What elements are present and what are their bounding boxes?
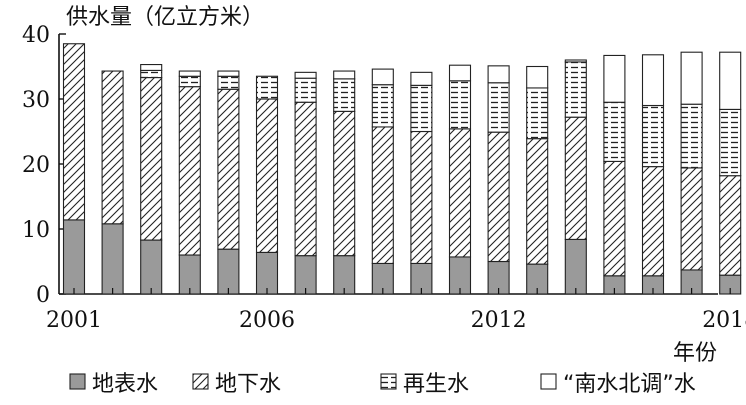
bar-stack-2009	[371, 68, 394, 295]
bar-segment-地下水	[410, 130, 433, 264]
bar-stack-2017	[680, 51, 703, 295]
bar-segment-地下水	[603, 160, 626, 277]
bar-segment-再生水	[564, 61, 587, 118]
bar-segment-地下水	[294, 101, 317, 257]
bar-segment-地下水	[255, 98, 279, 253]
bar-stack-2016	[641, 54, 665, 295]
bars	[62, 43, 742, 295]
y-tick-label: 10	[22, 218, 50, 243]
bar-stack-2002	[101, 70, 124, 295]
legend-label: 地下水	[215, 372, 281, 397]
bar-stack-2012	[487, 65, 510, 295]
bar-segment-地下水	[62, 43, 86, 221]
bar-segment-“南水北调”水	[603, 54, 626, 103]
y-axis-title: 供水量（亿立方米）	[66, 5, 264, 30]
bar-segment-“南水北调”水	[294, 71, 317, 79]
legend-swatch-“南水北调”水	[540, 373, 557, 390]
bar-stack-2003	[140, 64, 163, 295]
bar-segment-“南水北调”水	[217, 70, 240, 77]
bar-stack-2008	[333, 70, 356, 295]
bar-segment-“南水北调”水	[178, 70, 201, 77]
bar-segment-再生水	[255, 75, 279, 100]
bar-segment-“南水北调”水	[140, 64, 163, 71]
bar-stack-2006	[255, 75, 279, 295]
bar-segment-地表水	[62, 219, 86, 295]
bar-segment-再生水	[178, 75, 201, 88]
bar-segment-“南水北调”水	[680, 51, 703, 105]
bar-stack-2005	[217, 70, 240, 295]
y-tick-label: 40	[22, 23, 50, 48]
bar-stack-2014	[564, 59, 587, 295]
bar-segment-再生水	[603, 101, 626, 162]
y-tick-label: 30	[22, 88, 50, 113]
bar-segment-“南水北调”水	[333, 70, 356, 80]
bar-segment-地表水	[140, 239, 163, 295]
bar-stack-2015	[603, 54, 626, 295]
bar-segment-再生水	[371, 84, 394, 128]
bar-segment-再生水	[410, 84, 433, 133]
bar-segment-再生水	[140, 69, 163, 79]
bar-segment-地下水	[487, 131, 510, 263]
bar-segment-“南水北调”水	[371, 68, 394, 86]
x-tick-label: 2012	[471, 308, 527, 333]
bar-segment-地表水	[101, 223, 124, 295]
bar-segment-地下水	[178, 86, 201, 256]
x-tick-label: 2018	[702, 308, 746, 333]
bar-segment-地表水	[255, 251, 279, 295]
bar-segment-再生水	[641, 104, 665, 168]
bar-segment-地下水	[217, 88, 240, 250]
legend-swatch-地表水	[69, 373, 86, 390]
bar-segment-地下水	[680, 167, 703, 271]
bar-segment-地下水	[101, 70, 124, 225]
bar-stack-2001	[62, 43, 86, 295]
bar-segment-“南水北调”水	[641, 54, 665, 107]
bar-segment-地表水	[217, 248, 240, 295]
bar-segment-“南水北调”水	[410, 71, 433, 86]
bar-segment-地下水	[564, 116, 587, 240]
bar-stack-2010	[410, 71, 433, 295]
x-tick-label: 2006	[239, 308, 295, 333]
bar-segment-再生水	[217, 75, 240, 90]
bar-segment-地下水	[719, 175, 742, 276]
legend-label: 再生水	[403, 372, 469, 397]
y-ticks: 0 10 20 30 40	[22, 23, 66, 308]
bar-segment-地下水	[526, 138, 549, 265]
x-tick-label: 2001	[46, 308, 102, 333]
bar-segment-地下水	[140, 77, 163, 241]
bar-segment-地下水	[371, 126, 394, 264]
bar-segment-地下水	[641, 166, 665, 277]
bar-segment-地下水	[333, 110, 356, 257]
legend-label: 地表水	[92, 372, 158, 397]
y-tick-label: 20	[22, 153, 50, 178]
bar-stack-2018	[719, 51, 742, 295]
bar-segment-“南水北调”水	[719, 51, 742, 110]
bar-segment-“南水北调”水	[564, 59, 587, 63]
bar-segment-“南水北调”水	[526, 65, 549, 89]
bar-segment-地下水	[448, 128, 472, 258]
bar-segment-地表水	[564, 238, 587, 295]
bar-stack-2004	[178, 70, 201, 295]
bar-stack-2007	[294, 71, 317, 295]
bar-segment-再生水	[526, 87, 549, 140]
y-tick-label: 0	[36, 283, 50, 308]
bar-segment-再生水	[333, 78, 356, 112]
legend-swatch-再生水	[380, 373, 397, 390]
bar-segment-“南水北调”水	[448, 64, 472, 82]
bar-segment-再生水	[294, 77, 317, 103]
bar-stack-2011	[448, 64, 472, 295]
bar-segment-“南水北调”水	[487, 65, 510, 84]
bar-stack-2013	[526, 65, 549, 295]
bar-segment-再生水	[487, 82, 510, 133]
bar-segment-再生水	[719, 108, 742, 177]
x-axis-title: 年份	[673, 341, 717, 366]
x-ticks: 2001 2006 2012 2018	[46, 288, 746, 333]
legend: 地表水 地下水 再生水 “南水北调”水	[69, 372, 696, 397]
legend-swatch-地下水	[192, 373, 209, 390]
bar-segment-再生水	[680, 103, 703, 169]
legend-label: “南水北调”水	[563, 372, 696, 397]
bar-segment-再生水	[448, 80, 472, 130]
